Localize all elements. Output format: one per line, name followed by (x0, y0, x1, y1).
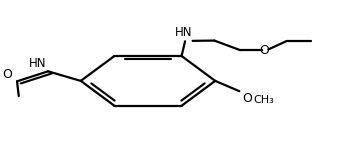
Text: CH₃: CH₃ (254, 95, 274, 105)
Text: O: O (2, 68, 12, 81)
Text: HN: HN (29, 57, 46, 70)
Text: HN: HN (174, 26, 192, 39)
Text: O: O (242, 92, 252, 105)
Text: O: O (259, 44, 269, 57)
